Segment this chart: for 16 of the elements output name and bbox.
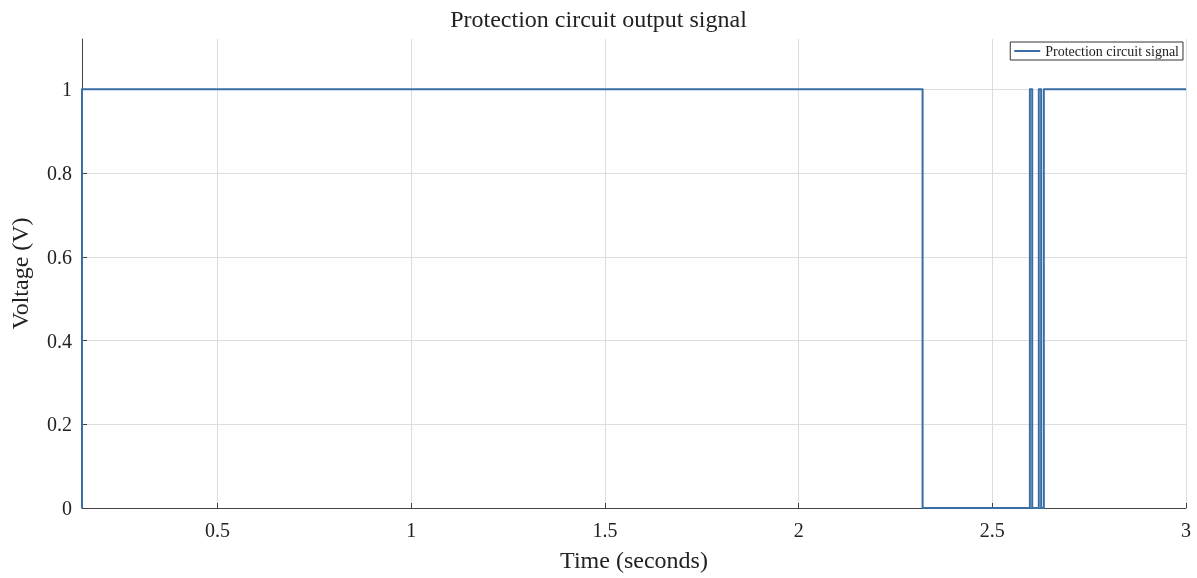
chart-title: Protection circuit output signal bbox=[450, 6, 748, 32]
legend-label: Protection circuit signal bbox=[1045, 43, 1180, 59]
y-tick-label: 0.4 bbox=[47, 329, 72, 352]
x-tick-label: 1.5 bbox=[592, 519, 618, 541]
y-tick-label: 0.8 bbox=[47, 162, 72, 184]
x-tick-label: 1 bbox=[406, 519, 417, 541]
y-axis-title: Voltage (V) bbox=[7, 217, 33, 330]
x-tick-label: 2 bbox=[793, 519, 804, 541]
x-axis-title: Time (seconds) bbox=[560, 547, 708, 573]
x-tick-label: 0.5 bbox=[205, 519, 231, 541]
y-tick-label: 0.2 bbox=[47, 413, 72, 436]
x-tick-label: 2.5 bbox=[979, 519, 1005, 541]
x-tick-label: 3 bbox=[1181, 519, 1191, 541]
y-tick-label: 0.6 bbox=[47, 245, 72, 268]
y-tick-label: 1 bbox=[62, 78, 72, 101]
y-tick-label: 0 bbox=[62, 497, 72, 519]
